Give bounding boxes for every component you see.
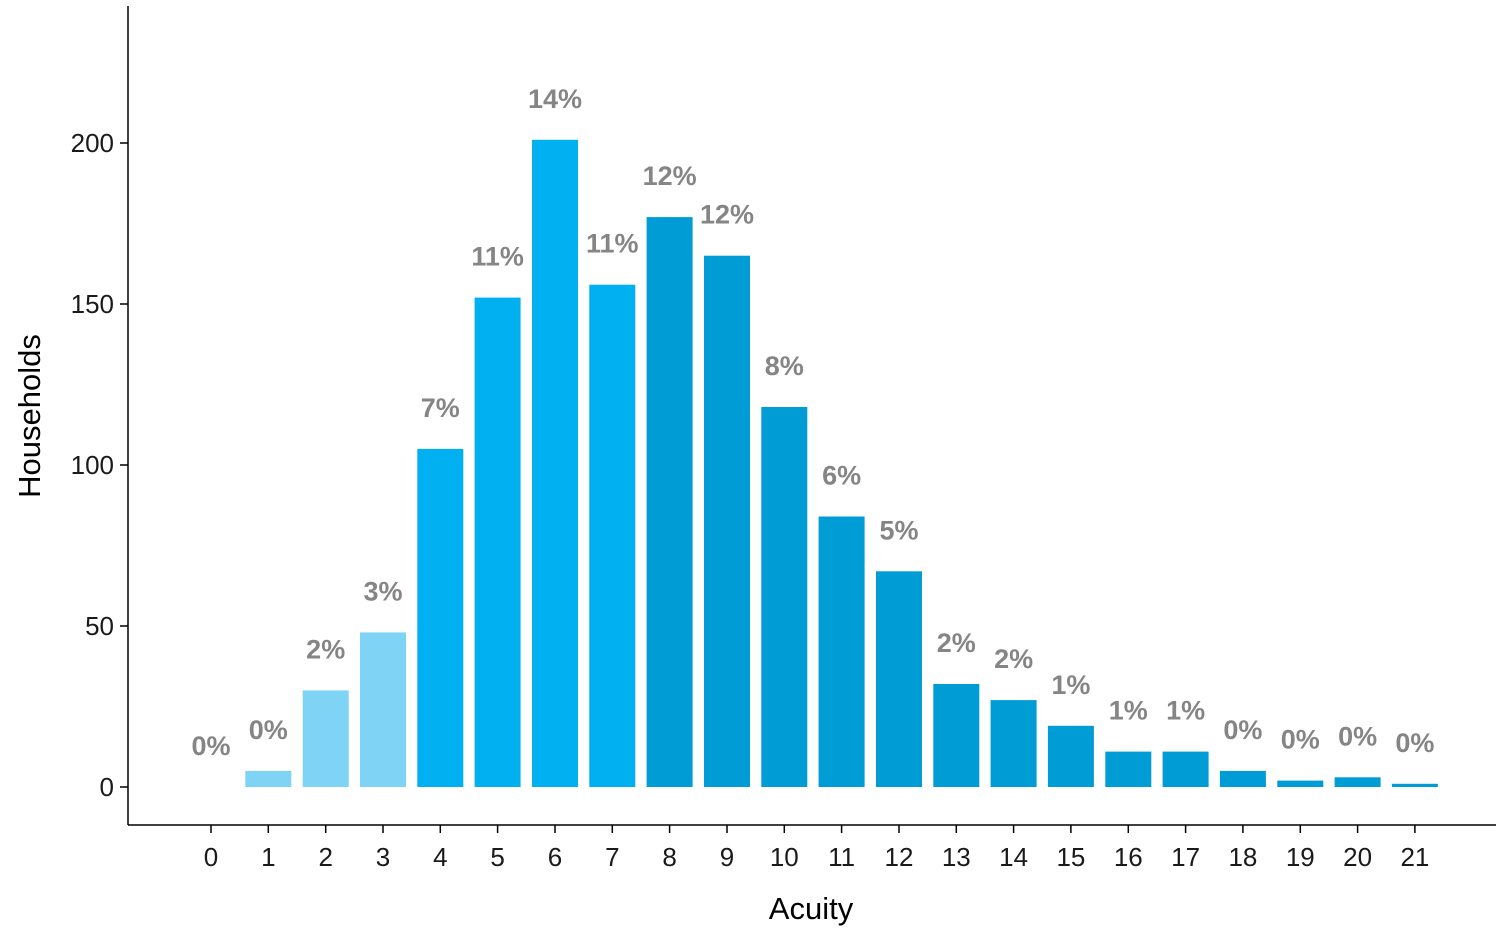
- x-tick-label-0: 0: [204, 842, 218, 872]
- data-label-acuity-19: 0%: [1281, 725, 1320, 755]
- x-tick-label-16: 16: [1114, 842, 1143, 872]
- data-label-acuity-15: 1%: [1051, 670, 1090, 700]
- data-label-acuity-21: 0%: [1395, 728, 1434, 758]
- data-label-acuity-1: 0%: [249, 715, 288, 745]
- data-label-acuity-17: 1%: [1166, 696, 1205, 726]
- data-label-acuity-13: 2%: [937, 628, 976, 658]
- data-label-acuity-8: 12%: [643, 161, 697, 191]
- data-label-acuity-5: 11%: [471, 242, 524, 272]
- bar-acuity-20: [1334, 777, 1381, 787]
- x-axis-title: Acuity: [769, 891, 854, 926]
- bar-acuity-2: [302, 690, 349, 787]
- data-label-acuity-10: 8%: [765, 351, 804, 381]
- x-tick-label-1: 1: [261, 842, 275, 872]
- data-label-acuity-3: 3%: [363, 576, 402, 606]
- x-tick-label-9: 9: [720, 842, 734, 872]
- x-tick-label-19: 19: [1286, 842, 1315, 872]
- bar-acuity-6: [532, 139, 578, 788]
- data-label-acuity-12: 5%: [879, 515, 918, 545]
- bar-acuity-18: [1219, 770, 1266, 787]
- x-tick-label-5: 5: [490, 842, 504, 872]
- y-axis: 0 50 100 150 200: [71, 6, 129, 825]
- data-label-acuity-11: 6%: [822, 461, 861, 491]
- x-tick-label-11: 11: [828, 842, 855, 872]
- bar-acuity-16: [1105, 751, 1152, 787]
- data-label-acuity-2: 2%: [306, 634, 345, 664]
- bars-layer: [245, 139, 1438, 788]
- y-tick-label-0: 0: [100, 772, 114, 802]
- bar-acuity-3: [360, 632, 406, 787]
- bar-acuity-12: [876, 571, 922, 787]
- data-label-acuity-20: 0%: [1338, 721, 1377, 751]
- x-tick-label-10: 10: [770, 842, 799, 872]
- y-axis-title: Households: [12, 334, 47, 498]
- y-tick-label-100: 100: [71, 450, 114, 480]
- data-label-acuity-14: 2%: [994, 644, 1033, 674]
- bar-acuity-15: [1047, 725, 1094, 787]
- x-tick-label-4: 4: [433, 842, 447, 872]
- x-tick-label-15: 15: [1056, 842, 1085, 872]
- bar-acuity-8: [646, 217, 693, 788]
- y-tick-label-50: 50: [85, 611, 114, 641]
- data-label-acuity-7: 11%: [586, 229, 639, 259]
- x-tick-label-20: 20: [1343, 842, 1372, 872]
- bar-acuity-9: [704, 255, 750, 787]
- data-label-acuity-4: 7%: [421, 393, 460, 423]
- bar-acuity-11: [818, 516, 865, 787]
- bar-acuity-19: [1277, 780, 1324, 787]
- y-tick-label-200: 200: [71, 128, 114, 158]
- data-labels-layer: 0% 0% 2% 3% 7% 11% 14% 11% 12%12% 8% 6% 5% 2% 2% 1% 1% 1…: [191, 84, 1434, 761]
- data-label-acuity-18: 0%: [1223, 715, 1262, 745]
- x-tick-label-6: 6: [548, 842, 562, 872]
- x-tick-label-8: 8: [662, 842, 676, 872]
- data-label-acuity-9: 12%: [700, 200, 754, 230]
- bar-acuity-17: [1162, 751, 1209, 787]
- x-tick-label-18: 18: [1228, 842, 1257, 872]
- x-tick-label-12: 12: [885, 842, 914, 872]
- bar-acuity-14: [990, 700, 1037, 787]
- x-tick-label-21: 21: [1400, 842, 1429, 872]
- y-tick-label-150: 150: [71, 289, 114, 319]
- bar-acuity-7: [589, 284, 636, 787]
- data-label-acuity-0: 0%: [191, 731, 230, 761]
- bar-acuity-5: [474, 297, 521, 787]
- bar-acuity-21: [1391, 783, 1438, 787]
- data-label-acuity-16: 1%: [1109, 696, 1148, 726]
- bar-acuity-4: [417, 448, 464, 787]
- bar-acuity-1: [245, 770, 292, 787]
- x-tick-label-2: 2: [318, 842, 332, 872]
- x-axis: 0 1 2 3 4 5 6 7 8 9 10 11 12 13 14 15 16 17 18 19 20 21: [128, 824, 1496, 872]
- data-label-acuity-6: 14%: [528, 84, 582, 114]
- bar-acuity-13: [933, 684, 980, 787]
- x-tick-label-14: 14: [999, 842, 1028, 872]
- x-tick-label-3: 3: [376, 842, 390, 872]
- bar-acuity-10: [761, 407, 808, 787]
- x-tick-label-17: 17: [1171, 842, 1200, 872]
- x-tick-label-7: 7: [605, 842, 619, 872]
- x-tick-label-13: 13: [942, 842, 971, 872]
